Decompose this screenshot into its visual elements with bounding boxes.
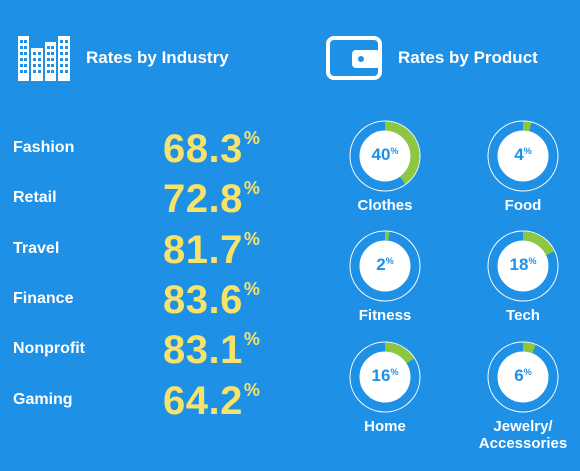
industry-name: Travel <box>13 240 60 257</box>
donut-label: Home <box>364 418 406 435</box>
percent-sign: % <box>528 256 537 266</box>
percent-sign: % <box>243 229 260 249</box>
donut-value: 40% <box>350 145 420 165</box>
donut-number: 16 <box>371 366 391 385</box>
product-donut: 6% Jewelry/ Accessories <box>463 332 580 452</box>
donut-arc <box>488 121 558 191</box>
donut-label: Fitness <box>358 307 412 324</box>
industry-row: Fashion 68.3% <box>13 126 283 176</box>
donut-label: Jewelry/ Accessories <box>478 418 568 452</box>
donut-label: Food <box>504 197 542 214</box>
product-donut: 40% Clothes <box>325 111 445 221</box>
donut-value: 16% <box>350 366 420 386</box>
donut-ring <box>487 120 559 192</box>
industry-header: Rates by Industry <box>16 34 229 82</box>
donut-arc <box>350 342 420 412</box>
industry-value: 68.3 <box>163 127 243 171</box>
industry-value: 81.7 <box>163 228 243 272</box>
industry-value: 83.1 <box>163 328 243 372</box>
product-header: Rates by Product <box>326 36 538 80</box>
percent-sign: % <box>243 329 260 349</box>
buildings-icon <box>18 36 70 81</box>
donut-number: 18 <box>509 255 529 274</box>
industry-row: Travel 81.7% <box>13 227 283 277</box>
percent-sign: % <box>523 367 532 377</box>
product-donut: 2% Fitness <box>325 221 445 331</box>
percent-sign: % <box>243 128 260 148</box>
percent-sign: % <box>385 256 394 266</box>
industry-value: 72.8 <box>163 177 243 221</box>
industry-row: Gaming 64.2% <box>13 378 283 428</box>
donut-background <box>487 120 559 192</box>
donut-background <box>349 341 421 413</box>
wallet-icon <box>326 36 382 80</box>
donut-label: Tech <box>506 307 540 324</box>
donut-background <box>349 120 421 192</box>
donut-arc <box>350 231 420 301</box>
donut-ring <box>349 230 421 302</box>
donut-number: 2 <box>376 255 386 274</box>
donut-ring <box>349 341 421 413</box>
product-donut: 18% Tech <box>463 221 580 331</box>
donut-number: 6 <box>514 366 524 385</box>
industry-row: Retail 72.8% <box>13 176 283 226</box>
product-donut: 4% Food <box>463 111 580 221</box>
industry-value: 64.2 <box>163 379 243 423</box>
industry-name: Fashion <box>13 139 75 156</box>
donut-ring <box>487 230 559 302</box>
donut-value: 2% <box>350 255 420 275</box>
percent-sign: % <box>390 146 399 156</box>
percent-sign: % <box>243 279 260 299</box>
industry-title: Rates by Industry <box>86 48 229 67</box>
donut-arc <box>488 342 558 412</box>
donut-background <box>487 230 559 302</box>
donut-background <box>349 230 421 302</box>
donut-background <box>487 341 559 413</box>
industry-row: Nonprofit 83.1% <box>13 327 283 377</box>
industry-row: Finance 83.6% <box>13 277 283 327</box>
donut-ring <box>487 341 559 413</box>
industry-name: Retail <box>13 189 57 206</box>
donut-arc <box>350 121 420 191</box>
donut-value: 6% <box>488 366 558 386</box>
industry-value: 83.6 <box>163 278 243 322</box>
donut-arc <box>488 231 558 301</box>
donut-ring <box>349 120 421 192</box>
donut-number: 4 <box>514 145 524 164</box>
percent-sign: % <box>243 380 260 400</box>
product-donut: 16% Home <box>325 332 445 442</box>
donut-value: 18% <box>488 255 558 275</box>
industry-name: Gaming <box>13 391 73 408</box>
percent-sign: % <box>243 178 260 198</box>
percent-sign: % <box>523 146 532 156</box>
industry-name: Nonprofit <box>13 340 85 357</box>
industry-name: Finance <box>13 290 74 307</box>
donut-value: 4% <box>488 145 558 165</box>
donut-label: Clothes <box>357 197 413 214</box>
percent-sign: % <box>390 367 399 377</box>
product-title: Rates by Product <box>398 48 538 67</box>
donut-number: 40 <box>371 145 391 164</box>
